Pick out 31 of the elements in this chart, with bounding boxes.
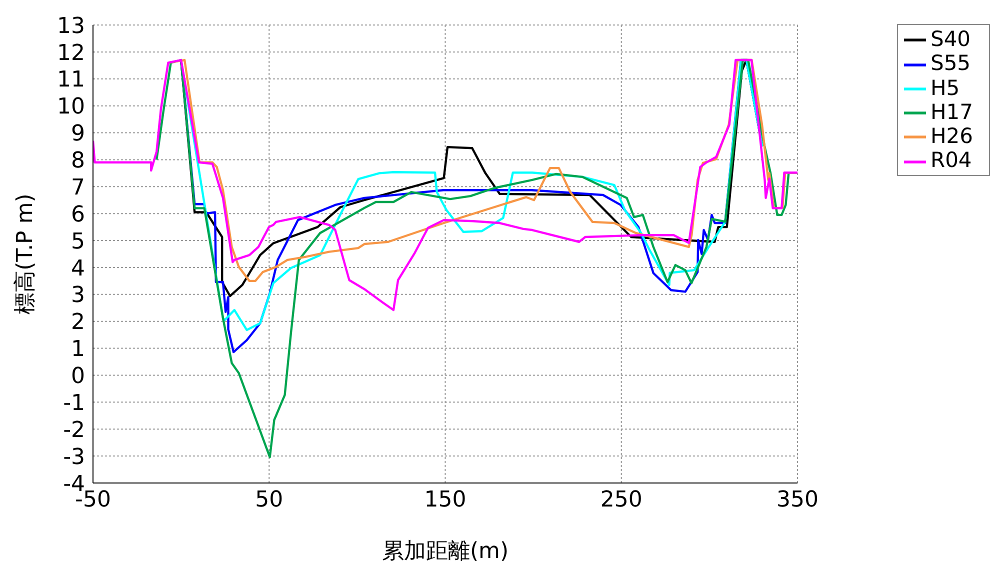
- x-tick-label: 250: [600, 488, 642, 513]
- y-axis-title: 標高(T.P m): [12, 194, 38, 314]
- legend-label: H26: [930, 124, 973, 148]
- line-series: [93, 58, 798, 312]
- y-tick-label: 0: [71, 364, 85, 390]
- legend-label: H5: [930, 76, 960, 100]
- legend-label: S40: [930, 27, 971, 51]
- x-tick-label: 150: [424, 488, 466, 513]
- y-tick-label: 5: [71, 229, 85, 254]
- y-tick-label: -1: [63, 390, 85, 416]
- legend-label: R04: [930, 148, 972, 172]
- y-tick-label: 13: [57, 14, 85, 39]
- x-tick-label: 50: [255, 488, 284, 513]
- y-tick-label: 11: [57, 68, 85, 93]
- y-tick-label: 4: [71, 256, 85, 282]
- x-axis-title: 累加距離(m): [382, 539, 509, 564]
- x-tick-label: 350: [776, 488, 818, 513]
- y-tick-label: 7: [71, 175, 85, 200]
- y-tick-label: -3: [63, 444, 85, 470]
- y-tick-label: 10: [57, 94, 85, 120]
- legend-label: H17: [930, 100, 973, 124]
- y-tick-label: 9: [71, 122, 85, 147]
- y-tick-label: -2: [63, 418, 85, 443]
- y-tick-label: 8: [71, 148, 85, 174]
- y-tick-label: 3: [71, 283, 85, 308]
- y-tick-label: 1: [71, 337, 85, 362]
- y-tick-label: -4: [63, 472, 85, 497]
- y-tick-label: 2: [71, 310, 85, 336]
- y-tick-label: 12: [57, 40, 85, 66]
- legend-label: S55: [930, 51, 971, 76]
- y-tick-label: 6: [71, 202, 85, 228]
